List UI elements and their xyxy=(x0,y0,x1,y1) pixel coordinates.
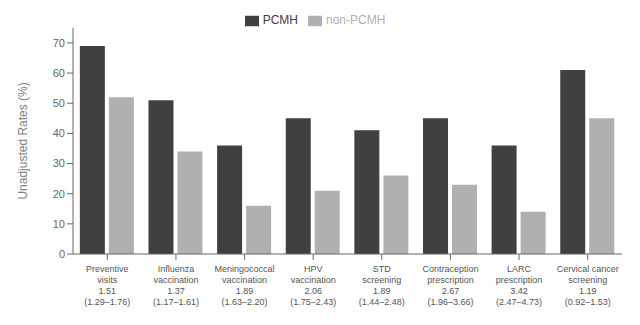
svg-text:HPVvaccination2.06(1.75–2.43): HPVvaccination2.06(1.75–2.43) xyxy=(290,264,336,307)
svg-text:30: 30 xyxy=(53,157,65,169)
svg-text:50: 50 xyxy=(53,97,65,109)
svg-text:Contraceptionprescription2.67(: Contraceptionprescription2.67(1.96–3.66) xyxy=(422,264,478,307)
svg-text:60: 60 xyxy=(53,67,65,79)
svg-text:Unadjusted Rates (%): Unadjusted Rates (%) xyxy=(16,82,30,199)
svg-text:LARCprescription3.42(2.47–4.73: LARCprescription3.42(2.47–4.73) xyxy=(496,264,543,307)
svg-text:Cervical cancerscreening1.19(0: Cervical cancerscreening1.19(0.92–1.53) xyxy=(557,264,619,307)
svg-text:Meningococcalvaccination1.89(1: Meningococcalvaccination1.89(1.63–2.20) xyxy=(215,264,275,307)
svg-text:STDscreening1.89(1.44–2.48): STDscreening1.89(1.44–2.48) xyxy=(359,264,405,307)
svg-text:Influenzavaccination1.37(1.17–: Influenzavaccination1.37(1.17–1.61) xyxy=(153,264,199,307)
svg-text:0: 0 xyxy=(59,248,65,260)
html-text:non-PCMH: non-PCMH xyxy=(326,13,386,27)
svg-text:20: 20 xyxy=(53,188,65,200)
svg-text:70: 70 xyxy=(53,37,65,49)
svg-text:40: 40 xyxy=(53,127,65,139)
html-text:PCMH: PCMH xyxy=(262,13,298,27)
svg-text:Preventivevisits1.51(1.29–1.76: Preventivevisits1.51(1.29–1.76) xyxy=(84,264,130,307)
svg-text:10: 10 xyxy=(53,218,65,230)
